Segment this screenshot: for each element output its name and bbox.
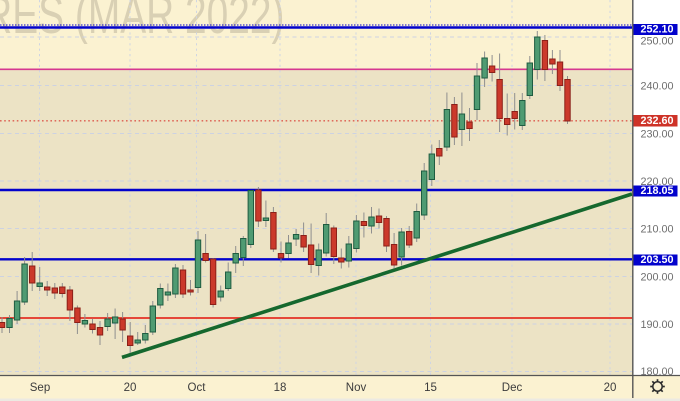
svg-text:18: 18 [274, 382, 287, 394]
svg-text:220.00: 220.00 [641, 176, 674, 188]
svg-text:200.00: 200.00 [641, 271, 674, 283]
svg-text:250.00: 250.00 [641, 35, 674, 47]
svg-text:232.60: 232.60 [641, 115, 674, 127]
svg-text:Nov: Nov [346, 382, 367, 394]
svg-text:180.00: 180.00 [641, 366, 674, 378]
svg-text:203.50: 203.50 [641, 254, 674, 266]
svg-text:240.00: 240.00 [641, 80, 674, 92]
svg-text:210.00: 210.00 [641, 223, 674, 235]
svg-text:190.00: 190.00 [641, 319, 674, 331]
svg-text:20: 20 [124, 382, 137, 394]
svg-text:218.05: 218.05 [641, 185, 674, 197]
svg-text:230.00: 230.00 [641, 128, 674, 140]
svg-text:252.10: 252.10 [641, 23, 674, 35]
svg-text:20: 20 [604, 382, 617, 394]
svg-text:15: 15 [424, 382, 437, 394]
svg-text:Dec: Dec [502, 382, 523, 394]
svg-text:RES (MAR 2022): RES (MAR 2022) [0, 0, 284, 44]
svg-text:Sep: Sep [30, 382, 50, 394]
svg-text:Oct: Oct [188, 382, 207, 394]
